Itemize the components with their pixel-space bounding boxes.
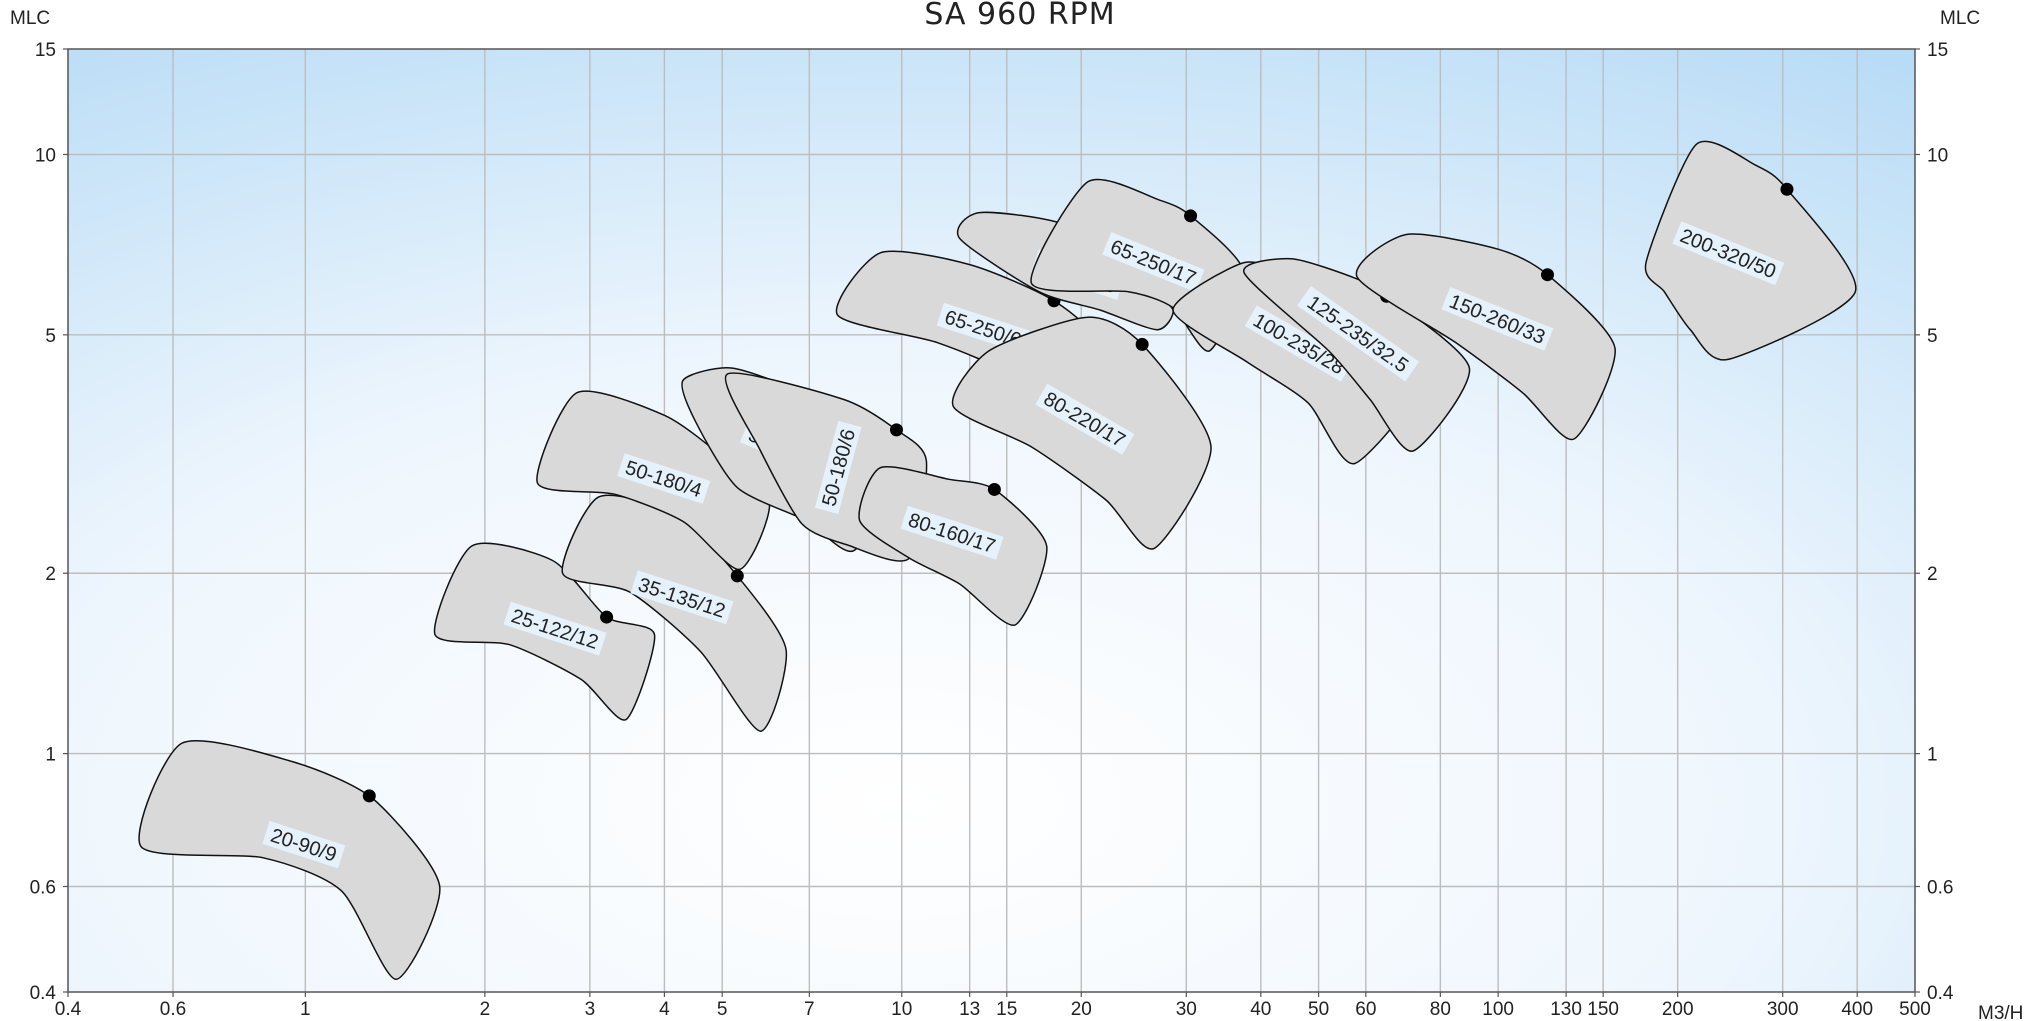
- x-tick-label: 20: [1071, 999, 1092, 1020]
- x-tick-label: 80: [1430, 999, 1451, 1020]
- x-tick-label: 0.4: [55, 999, 82, 1020]
- bep-point: [1184, 209, 1198, 223]
- y-tick-label-left: 5: [45, 326, 56, 347]
- x-tick-label: 100: [1482, 999, 1514, 1020]
- bep-point: [362, 789, 376, 803]
- x-axis-label: M3/H: [1978, 1003, 2023, 1021]
- curve-label-bg: [1297, 285, 1420, 382]
- operating-envelope: [1355, 233, 1616, 440]
- y-tick-label-left: 0.4: [30, 983, 57, 1004]
- x-tick-label: 7: [804, 999, 815, 1020]
- x-tick-label: 15: [996, 999, 1017, 1020]
- curve-label-bg: [617, 453, 711, 504]
- curve-label-bg: [262, 820, 346, 869]
- y-tick-label-left: 0.6: [30, 878, 56, 899]
- curve-label-bg: [900, 505, 1004, 560]
- operating-envelope: [561, 494, 788, 732]
- pump-curve-150-260/33: 150-260/33: [1355, 233, 1616, 440]
- x-tick-label: 50: [1308, 999, 1329, 1020]
- x-tick-label: 40: [1250, 999, 1271, 1020]
- bep-point: [889, 423, 903, 437]
- pump-curve-25-122/12: 25-122/12: [433, 542, 656, 721]
- x-tick-label: 130: [1550, 999, 1582, 1020]
- bep-point: [600, 610, 614, 624]
- bep-point: [1780, 182, 1794, 196]
- bep-point: [730, 569, 744, 583]
- axis-ticks: 0.4 0.6 1 2 3 4 5 7 10 13 15 20 30 40 50 60 80 100 130 150 2…: [30, 40, 1954, 1020]
- x-tick-label: 30: [1176, 999, 1197, 1020]
- x-tick-label: 3: [585, 999, 596, 1020]
- x-tick-label: 5: [717, 999, 728, 1020]
- curve-label-bg: [1441, 286, 1554, 351]
- x-tick-label: 2: [480, 999, 491, 1020]
- pump-curve-20-90/9: 20-90/9: [138, 739, 441, 981]
- x-tick-label: 60: [1355, 999, 1376, 1020]
- curve-label-bg: [1244, 305, 1353, 382]
- x-tick-label: 4: [659, 999, 670, 1020]
- bep-point: [1135, 337, 1149, 351]
- y-tick-label-left: 1: [45, 745, 56, 766]
- y-tick-label-right: 15: [1927, 40, 1948, 61]
- y-tick-label-right: 10: [1927, 145, 1948, 166]
- pump-curve-80-220/17: 80-220/17: [951, 316, 1212, 550]
- pump-curve-125-235/32.5: 125-235/32.5: [1243, 257, 1471, 452]
- pump-curve-80-160/17: 80-160/17: [858, 466, 1048, 626]
- x-tick-label: 1: [300, 999, 311, 1020]
- x-tick-label: 10: [891, 999, 912, 1020]
- y-tick-label-right: 1: [1927, 745, 1938, 766]
- operating-envelope: [951, 316, 1212, 550]
- plot-frame: [67, 48, 1916, 993]
- y-axis-label-right: MLC: [1940, 8, 1980, 29]
- pump-curve-200-320/50: 200-320/50: [1644, 140, 1857, 361]
- y-tick-label-left: 10: [35, 145, 56, 166]
- x-tick-label: 200: [1662, 999, 1694, 1020]
- curve-label-bg: [630, 570, 734, 625]
- x-tick-label: 500: [1899, 999, 1931, 1020]
- x-tick-label: 13: [959, 999, 980, 1020]
- curve-label-bg: [936, 302, 1030, 354]
- chart-title: SA 960 RPM: [924, 0, 1115, 32]
- curve-label-bg: [1102, 232, 1205, 293]
- y-tick-label-right: 0.4: [1927, 983, 1954, 1004]
- bep-point: [987, 482, 1001, 496]
- bep-point: [1541, 268, 1555, 282]
- curve-label-bg: [1672, 221, 1785, 286]
- curve-label-bg: [503, 601, 607, 656]
- x-tick-label: 400: [1841, 999, 1873, 1020]
- y-tick-label-right: 5: [1927, 326, 1938, 347]
- y-tick-label-right: 0.6: [1927, 878, 1953, 899]
- curve-label-bg: [814, 420, 862, 515]
- x-tick-label: 300: [1767, 999, 1799, 1020]
- y-tick-label-left: 15: [35, 40, 56, 61]
- y-axis-label-left: MLC: [10, 8, 50, 29]
- x-tick-label: 150: [1587, 999, 1619, 1020]
- curve-label-bg: [1035, 383, 1135, 455]
- y-tick-label-right: 2: [1927, 564, 1938, 585]
- x-tick-label: 0.6: [160, 999, 186, 1020]
- operating-envelope: [858, 466, 1048, 626]
- y-tick-label-left: 2: [45, 564, 56, 585]
